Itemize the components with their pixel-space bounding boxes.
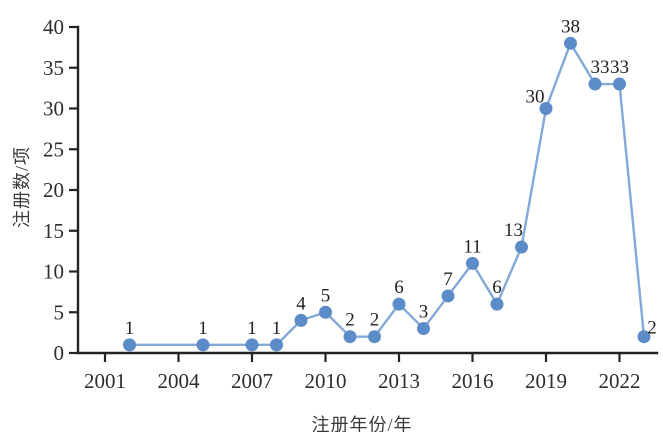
x-axis-title: 注册年份/年 [311, 415, 413, 432]
data-point [564, 36, 577, 50]
y-tick-label: 40 [43, 15, 64, 39]
data-point-label: 38 [561, 16, 580, 37]
data-point [294, 313, 308, 327]
data-point-label: 2 [647, 318, 657, 339]
data-point-label: 1 [198, 318, 208, 339]
data-point [319, 305, 332, 319]
y-tick-label: 35 [43, 56, 64, 80]
data-point [637, 330, 651, 344]
y-tick-label: 10 [43, 260, 64, 284]
data-point [245, 338, 259, 352]
data-point-label: 2 [370, 310, 380, 331]
data-line [129, 42, 646, 347]
data-point [588, 77, 602, 91]
data-point-label: 1 [247, 318, 257, 339]
data-point [466, 256, 479, 270]
data-point [392, 297, 406, 311]
data-point [196, 338, 210, 352]
data-point-label: 5 [321, 285, 331, 306]
y-tick-label: 0 [54, 341, 65, 365]
y-axis-title: 注册数/项 [12, 145, 32, 229]
data-point [270, 338, 283, 352]
data-point-label: 1 [272, 318, 282, 339]
data-point-label: 33 [610, 57, 629, 78]
data-point-label: 13 [504, 220, 523, 241]
y-tick-label: 25 [43, 137, 64, 161]
data-point-label: 11 [463, 236, 481, 257]
y-tick-label: 5 [54, 300, 65, 324]
data-point [343, 330, 357, 344]
data-point-label: 6 [394, 277, 404, 298]
data-point [539, 102, 553, 115]
data-point-label: 1 [125, 318, 135, 339]
data-point [417, 322, 430, 336]
data-point-label: 4 [296, 293, 306, 314]
data-point [515, 240, 528, 254]
x-tick-label: 2019 [525, 369, 567, 393]
x-tick-label: 2004 [158, 369, 201, 393]
y-tick-label: 20 [43, 178, 64, 202]
data-point [368, 330, 381, 344]
y-tick-label: 15 [43, 219, 64, 243]
x-tick-label: 2022 [599, 369, 641, 393]
data-point [123, 338, 136, 352]
data-point-label: 3 [419, 302, 429, 323]
data-point [441, 289, 455, 303]
data-point-label: 30 [526, 87, 545, 108]
data-point [613, 77, 626, 91]
x-tick-label: 2001 [84, 369, 126, 393]
data-point-label: 7 [443, 269, 453, 290]
x-tick-label: 2016 [452, 369, 494, 393]
x-tick-label: 2010 [305, 369, 347, 393]
x-tick-label: 2013 [378, 369, 420, 393]
axis-line [76, 25, 659, 355]
data-point-label: 6 [492, 277, 502, 298]
y-tick-label: 30 [43, 97, 64, 121]
data-point-label: 2 [345, 310, 355, 331]
data-point-label: 33 [591, 57, 610, 78]
x-tick-label: 2007 [231, 369, 273, 393]
data-point [490, 297, 504, 311]
